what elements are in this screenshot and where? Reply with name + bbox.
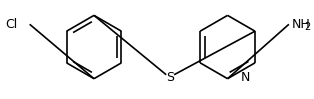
Text: N: N: [241, 71, 250, 84]
Text: 2: 2: [305, 22, 311, 32]
Text: S: S: [166, 71, 174, 84]
Text: NH: NH: [292, 18, 311, 31]
Text: Cl: Cl: [6, 18, 18, 31]
